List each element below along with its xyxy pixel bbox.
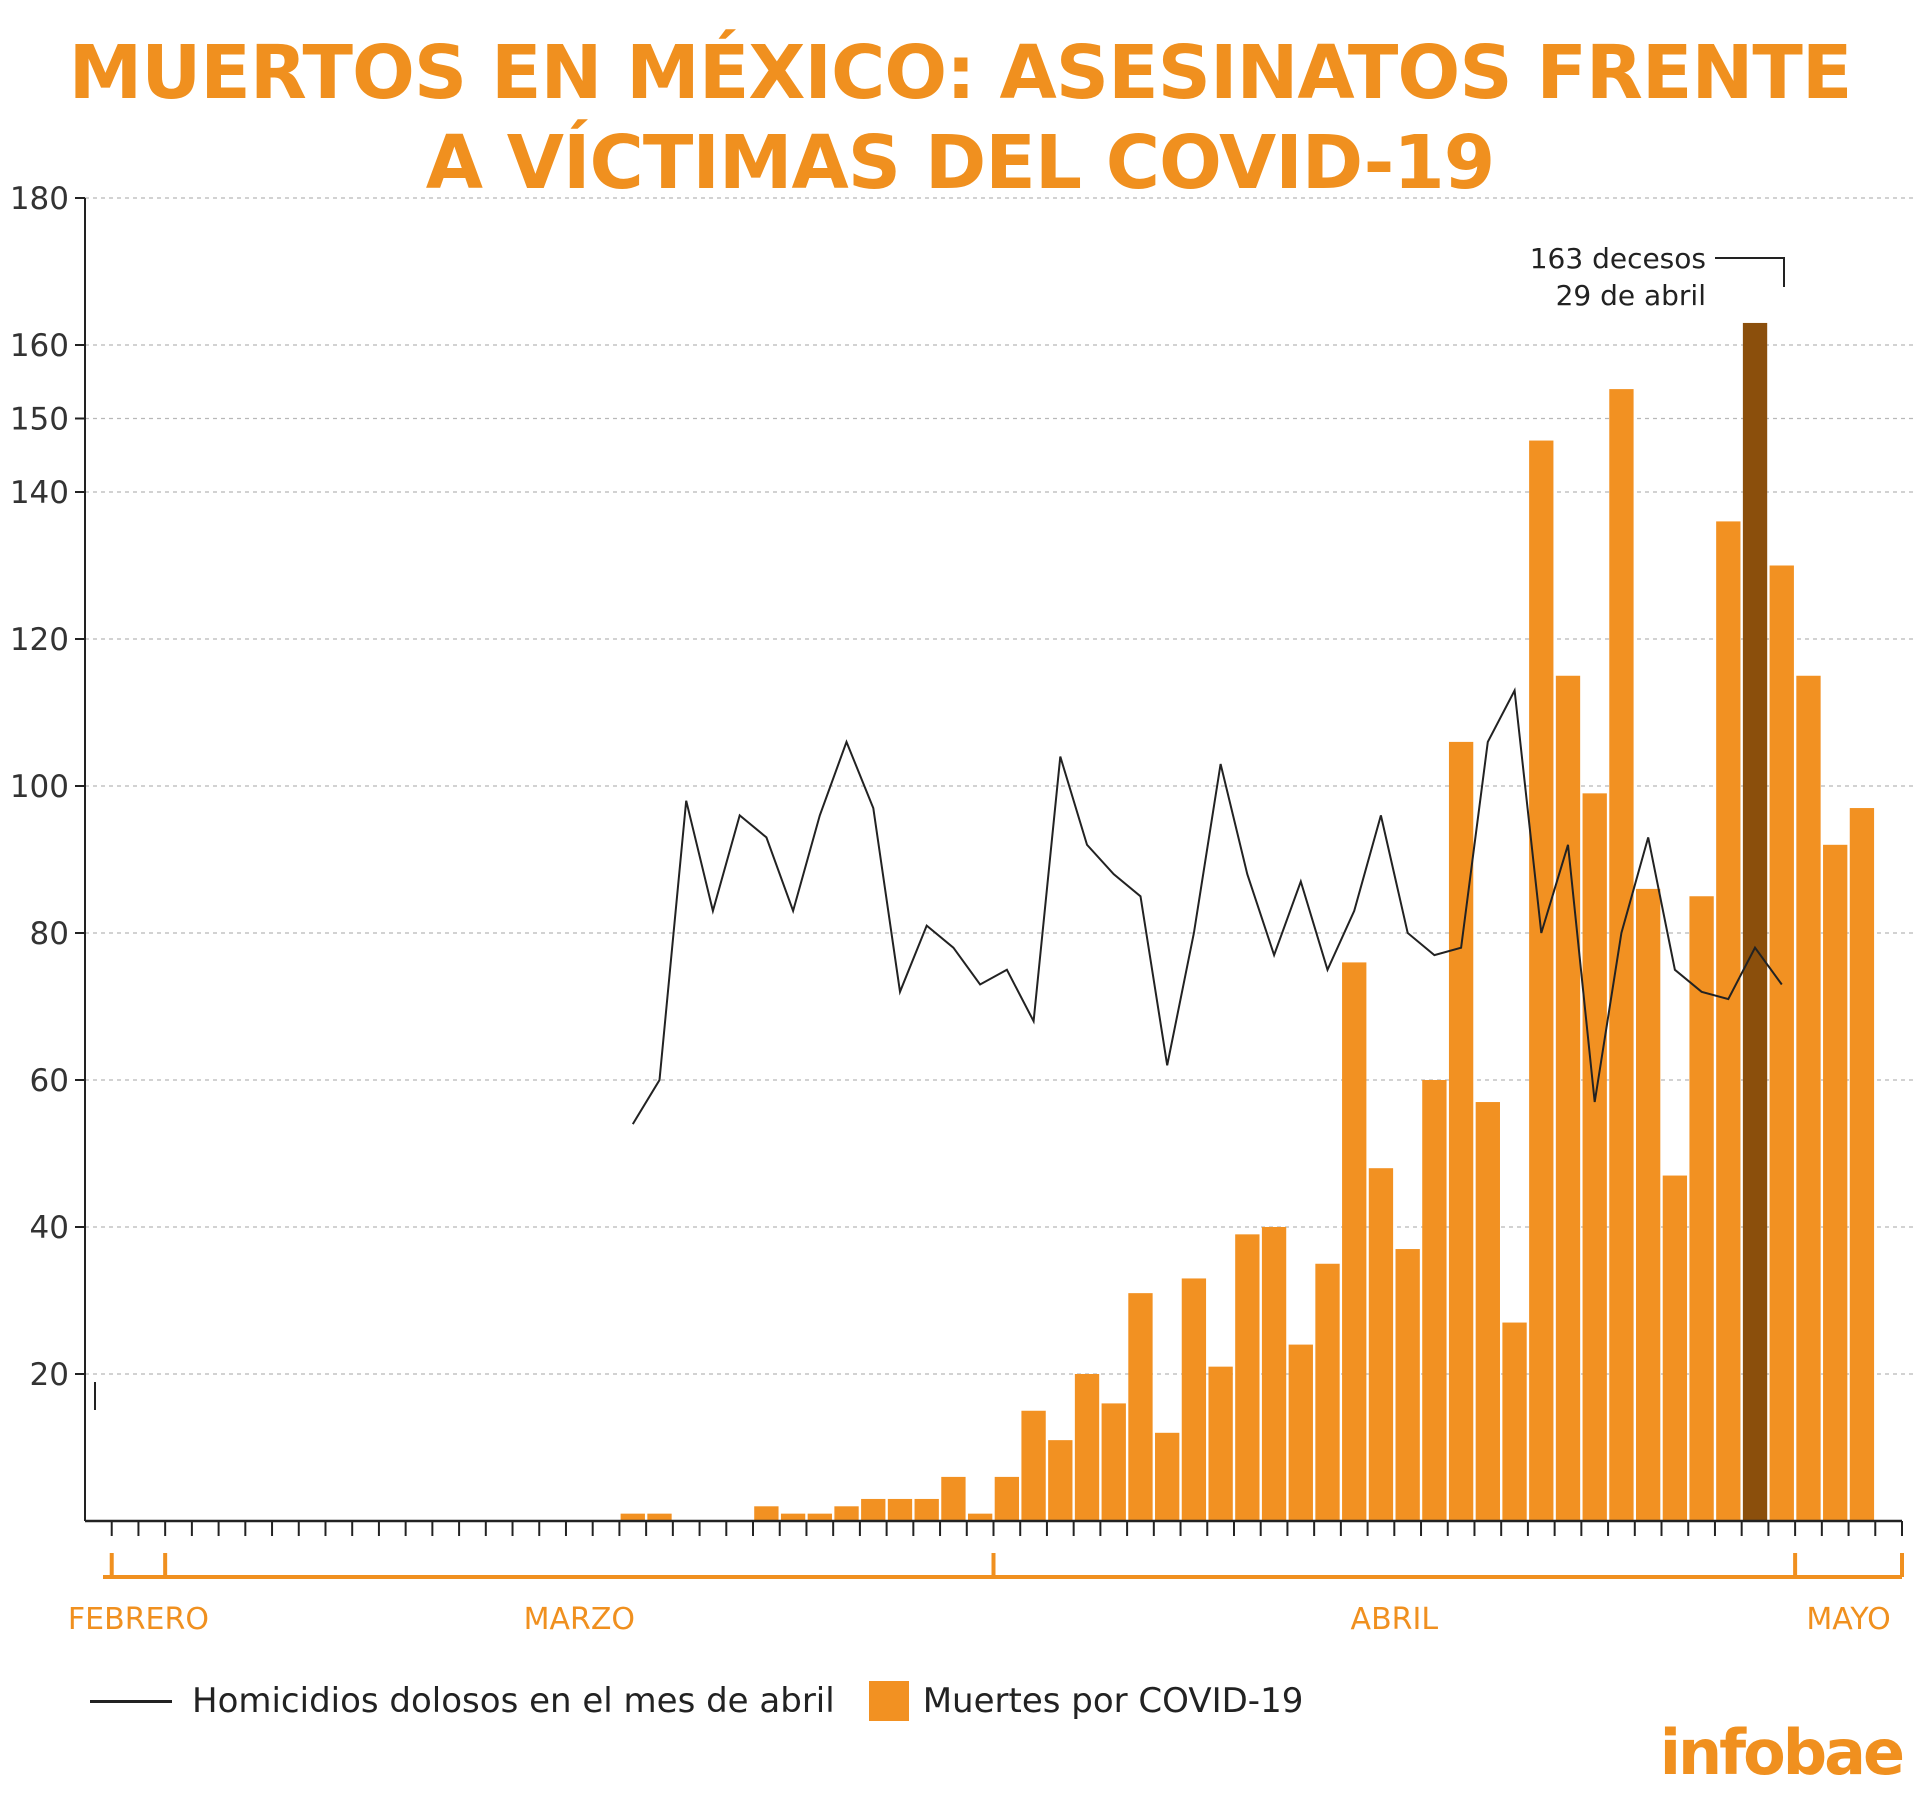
covid-bar <box>1101 1403 1126 1521</box>
covid-bar <box>1422 1080 1447 1521</box>
covid-bar <box>1555 675 1581 1521</box>
covid-bar <box>1502 1322 1527 1521</box>
covid-bar <box>1208 1366 1233 1521</box>
y-tick-label: 20 <box>30 1357 69 1393</box>
covid-bar <box>1448 741 1474 1521</box>
month-label-mayo: MAYO <box>1806 1602 1890 1637</box>
covid-bar <box>994 1476 1020 1521</box>
legend-bar-swatch <box>868 1681 909 1721</box>
covid-bar <box>1342 962 1367 1521</box>
covid-bar <box>1716 521 1741 1521</box>
covid-bar <box>1288 1344 1313 1521</box>
y-tick-label: 140 <box>10 475 69 511</box>
legend: Homicidios dolosos en el mes de abril Mu… <box>90 1676 1303 1726</box>
covid-bar <box>1261 1227 1287 1521</box>
peak-annotation: 163 decesos 29 de abril <box>1530 242 1785 312</box>
x-ticks <box>110 1521 1903 1536</box>
y-tick-label: 120 <box>10 622 69 658</box>
month-label-marzo: MARZO <box>524 1602 635 1637</box>
covid-bar <box>834 1506 859 1521</box>
y-tick-label: 150 <box>10 402 69 438</box>
legend-line-swatch <box>90 1699 172 1703</box>
covid-bar <box>754 1506 779 1521</box>
covid-bar <box>780 1513 806 1521</box>
grid <box>75 197 1916 1375</box>
covid-bar <box>1475 1102 1500 1521</box>
y-tick-label: 60 <box>30 1063 69 1099</box>
month-label-febrero: FEBRERO <box>68 1602 209 1637</box>
infobae-logo: infobae <box>1659 1716 1905 1789</box>
covid-bar <box>1181 1278 1207 1521</box>
covid-bars <box>620 322 1875 1522</box>
annotation-leader <box>1715 257 1785 287</box>
covid-bar <box>647 1513 672 1521</box>
covid-bar <box>1689 896 1714 1521</box>
covid-bar <box>1796 675 1821 1521</box>
covid-bar <box>1769 565 1794 1521</box>
legend-line-label: Homicidios dolosos en el mes de abril <box>192 1681 835 1721</box>
y-tick-label: 160 <box>10 328 69 364</box>
covid-bar <box>1849 808 1875 1521</box>
covid-bar <box>887 1498 913 1521</box>
y-tick-label: 180 <box>10 181 69 217</box>
y-tick-label: 80 <box>30 916 69 952</box>
covid-bar <box>1662 1175 1688 1521</box>
legend-bar-label: Muertes por COVID-19 <box>922 1681 1304 1721</box>
covid-bar <box>967 1513 993 1521</box>
chart-title: MUERTOS EN MÉXICO: ASESINATOS FRENTE A V… <box>0 28 1920 208</box>
covid-bar <box>861 1498 886 1521</box>
chart-title-line2: A VÍCTIMAS DEL COVID-19 <box>425 120 1496 206</box>
y-tick-label: 100 <box>10 769 69 805</box>
covid-bar <box>1823 844 1848 1521</box>
covid-bar <box>1368 1168 1394 1521</box>
annotation-line2: 29 de abril <box>1556 279 1706 312</box>
covid-bar <box>914 1498 939 1521</box>
covid-bar <box>1315 1263 1340 1521</box>
covid-bar <box>1155 1432 1180 1521</box>
covid-bar <box>1128 1293 1153 1521</box>
covid-bar <box>941 1476 966 1521</box>
covid-bar <box>620 1513 645 1521</box>
homicide-line <box>631 687 1783 1125</box>
covid-bar <box>1609 389 1634 1522</box>
covid-bar-highlight <box>1742 322 1768 1522</box>
covid-bar <box>1048 1440 1073 1521</box>
covid-bar <box>1635 888 1661 1521</box>
covid-bar <box>1235 1234 1260 1521</box>
y-tick-labels: 20 40 60 80 100 120 140 150 160 180 <box>10 181 69 1393</box>
chart-title-line1: MUERTOS EN MÉXICO: ASESINATOS FRENTE <box>68 30 1853 116</box>
covid-bar <box>1021 1410 1046 1521</box>
month-brackets: FEBRERO MARZO ABRIL MAYO <box>68 1553 1904 1637</box>
y-tick-label: 40 <box>30 1210 69 1246</box>
month-label-abril: ABRIL <box>1351 1602 1439 1637</box>
covid-bar <box>1395 1249 1420 1521</box>
covid-bar <box>1582 793 1607 1521</box>
covid-bar <box>807 1513 832 1521</box>
annotation-line1: 163 decesos <box>1530 242 1706 275</box>
homicide-line-group <box>631 687 1783 1125</box>
covid-bar <box>1074 1374 1100 1521</box>
covid-bar <box>1529 440 1554 1521</box>
